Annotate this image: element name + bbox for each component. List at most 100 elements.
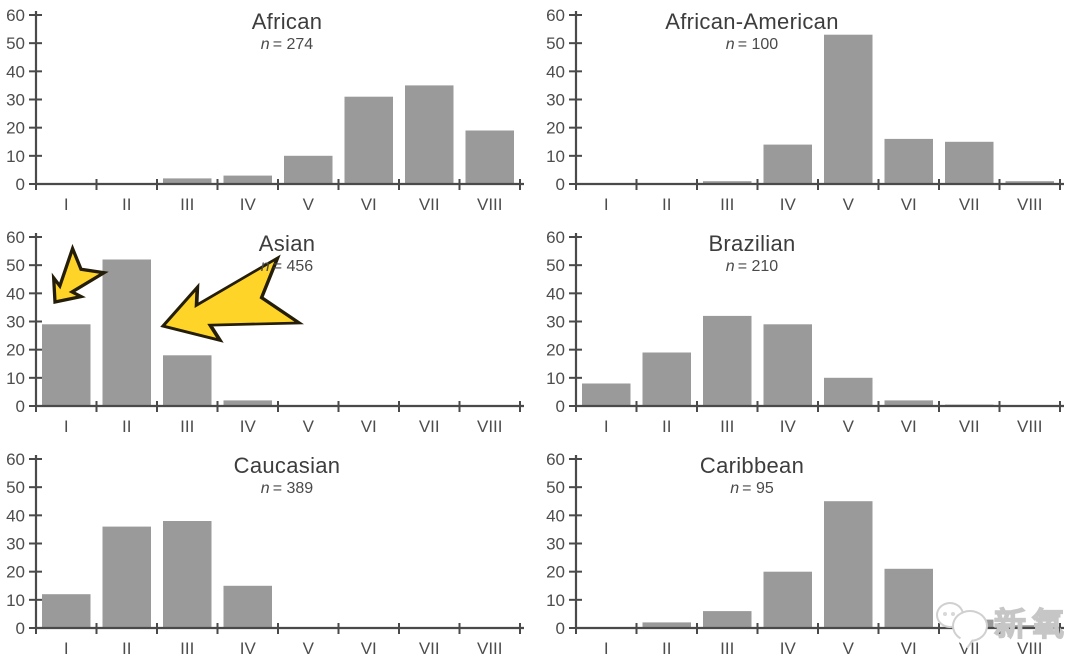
y-tick-label: 40 xyxy=(546,284,565,303)
y-tick-label: 0 xyxy=(16,619,25,638)
bar-VI xyxy=(884,568,933,628)
chart-title: Brazilian xyxy=(708,231,796,256)
bar-IV xyxy=(223,585,272,629)
bar-V xyxy=(824,34,873,185)
y-tick-label: 30 xyxy=(546,535,565,554)
x-tick-label: VI xyxy=(361,417,377,436)
x-tick-label: I xyxy=(64,639,69,658)
bar-VI xyxy=(344,96,393,184)
y-tick-label: 60 xyxy=(6,228,25,247)
bar-V xyxy=(284,155,333,184)
sample-size-label: n = 389 xyxy=(261,480,313,498)
x-tick-label: VIII xyxy=(1017,639,1043,658)
x-tick-label: IV xyxy=(240,639,257,658)
sample-size-label: n = 210 xyxy=(726,258,778,276)
bar-II xyxy=(102,259,151,406)
x-tick-label: II xyxy=(662,417,671,436)
x-tick-label: IV xyxy=(240,417,257,436)
bar-III xyxy=(703,181,752,184)
y-tick-label: 40 xyxy=(6,62,25,81)
bar-II xyxy=(642,622,691,628)
bar-V xyxy=(824,501,873,628)
chart-panel-brazilian: 0 10 20 30 40 50 60 I II III IV V VI VII VIII Brazilia… xyxy=(540,222,1080,444)
highlight-arrow-small-icon xyxy=(51,243,109,305)
x-tick-label: III xyxy=(180,417,194,436)
watermark: 新氧 xyxy=(934,598,1070,646)
chart-panel-asian: 0 10 20 30 40 50 60 I II III IV V VI VII VIII Asian n =… xyxy=(0,222,540,444)
bar-VII xyxy=(405,85,454,184)
sample-size-label: n = 274 xyxy=(261,36,313,54)
x-tick-label: VI xyxy=(361,195,377,214)
x-tick-label: I xyxy=(604,417,609,436)
y-tick-label: 0 xyxy=(556,397,565,416)
y-tick-label: 0 xyxy=(556,619,565,638)
y-tick-label: 10 xyxy=(6,591,25,610)
x-tick-label: III xyxy=(180,639,194,658)
bar-III xyxy=(703,611,752,628)
x-tick-label: VI xyxy=(901,417,917,436)
x-tick-label: IV xyxy=(780,639,797,658)
bar-VI xyxy=(884,138,933,184)
x-tick-label: I xyxy=(64,417,69,436)
x-tick-label: II xyxy=(122,417,131,436)
watermark-text: 新氧 xyxy=(993,605,1070,642)
x-tick-label: VIII xyxy=(1017,417,1043,436)
x-tick-label: V xyxy=(303,417,315,436)
bar-III xyxy=(703,315,752,406)
y-tick-label: 60 xyxy=(6,450,25,469)
bar-III xyxy=(163,178,212,184)
x-tick-label: VIII xyxy=(477,195,503,214)
bar-IV xyxy=(763,144,812,184)
y-tick-label: 30 xyxy=(546,91,565,110)
bar-I xyxy=(42,594,91,628)
bar-VIII xyxy=(1005,625,1054,628)
chart-panel-african: 0 10 20 30 40 50 60 I II III IV V VI VII VIII African … xyxy=(0,0,540,222)
bar-III xyxy=(163,355,212,406)
x-tick-label: VI xyxy=(361,639,377,658)
chart-title: Asian xyxy=(258,231,316,256)
x-tick-label: VIII xyxy=(1017,195,1043,214)
n-value: = 210 xyxy=(737,258,779,275)
n-symbol: n xyxy=(260,480,270,497)
x-tick-label: VIII xyxy=(477,639,503,658)
y-tick-label: 0 xyxy=(556,175,565,194)
n-value: = 95 xyxy=(742,480,774,497)
y-tick-label: 10 xyxy=(546,369,565,388)
y-tick-label: 40 xyxy=(546,62,565,81)
n-symbol: n xyxy=(725,36,735,53)
x-tick-label: VII xyxy=(959,195,980,214)
y-tick-label: 40 xyxy=(546,506,565,525)
highlight-arrow-large-icon xyxy=(160,254,304,343)
y-tick-label: 30 xyxy=(546,313,565,332)
bar-IV xyxy=(763,324,812,406)
bar-I xyxy=(582,383,631,406)
x-tick-label: I xyxy=(604,639,609,658)
x-tick-label: II xyxy=(662,195,671,214)
y-tick-label: 30 xyxy=(6,313,25,332)
n-value: = 274 xyxy=(272,36,314,53)
y-tick-label: 60 xyxy=(546,450,565,469)
y-tick-label: 50 xyxy=(546,478,565,497)
x-tick-label: III xyxy=(720,195,734,214)
x-tick-label: VII xyxy=(419,417,440,436)
y-tick-label: 30 xyxy=(6,535,25,554)
x-tick-label: VII xyxy=(419,639,440,658)
y-tick-label: 50 xyxy=(546,34,565,53)
x-tick-label: V xyxy=(303,195,315,214)
x-tick-label: III xyxy=(180,195,194,214)
y-tick-label: 60 xyxy=(546,228,565,247)
sample-size-label: n = 456 xyxy=(261,258,313,276)
x-tick-label: V xyxy=(303,639,315,658)
bar-I xyxy=(42,324,91,406)
y-tick-label: 50 xyxy=(546,256,565,275)
chart-panel-caucasian: 0 10 20 30 40 50 60 I II III IV V VI VII VIII Caucasia… xyxy=(0,444,540,666)
chart-panel-caribbean: 0 10 20 30 40 50 60 I II III IV V VI VII VIII Caribbea… xyxy=(540,444,1080,666)
x-tick-label: II xyxy=(122,639,131,658)
bar-V xyxy=(824,377,873,406)
x-tick-label: IV xyxy=(780,195,797,214)
y-tick-label: 20 xyxy=(6,563,25,582)
y-tick-label: 40 xyxy=(6,284,25,303)
